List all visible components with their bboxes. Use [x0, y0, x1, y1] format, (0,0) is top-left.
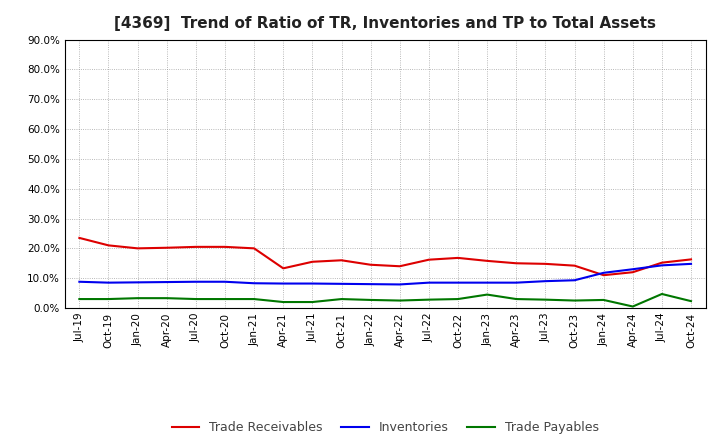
Inventories: [75, 279, 84, 284]
Trade Receivables: [250, 246, 258, 251]
Trade Payables: [308, 299, 317, 304]
Trade Payables: [250, 297, 258, 302]
Trade Payables: [395, 298, 404, 303]
Trade Receivables: [104, 243, 113, 248]
Trade Payables: [133, 296, 142, 301]
Trade Receivables: [454, 255, 462, 260]
Inventories: [337, 281, 346, 286]
Inventories: [657, 263, 666, 268]
Inventories: [687, 261, 696, 267]
Trade Receivables: [395, 264, 404, 269]
Line: Inventories: Inventories: [79, 264, 691, 284]
Inventories: [454, 280, 462, 285]
Trade Receivables: [512, 260, 521, 266]
Trade Payables: [570, 298, 579, 303]
Trade Receivables: [541, 261, 550, 267]
Trade Payables: [454, 297, 462, 302]
Line: Trade Payables: Trade Payables: [79, 294, 691, 307]
Inventories: [366, 282, 375, 287]
Inventories: [629, 267, 637, 272]
Trade Receivables: [163, 245, 171, 250]
Inventories: [570, 278, 579, 283]
Inventories: [220, 279, 229, 284]
Trade Receivables: [366, 262, 375, 268]
Inventories: [599, 270, 608, 275]
Trade Payables: [75, 297, 84, 302]
Trade Payables: [657, 291, 666, 297]
Inventories: [541, 279, 550, 284]
Trade Payables: [366, 297, 375, 303]
Inventories: [192, 279, 200, 284]
Inventories: [133, 280, 142, 285]
Trade Receivables: [133, 246, 142, 251]
Trade Receivables: [425, 257, 433, 262]
Inventories: [104, 280, 113, 285]
Line: Trade Receivables: Trade Receivables: [79, 238, 691, 275]
Trade Receivables: [687, 257, 696, 262]
Trade Receivables: [570, 263, 579, 268]
Inventories: [279, 281, 287, 286]
Trade Receivables: [75, 235, 84, 241]
Trade Payables: [599, 297, 608, 303]
Title: [4369]  Trend of Ratio of TR, Inventories and TP to Total Assets: [4369] Trend of Ratio of TR, Inventories…: [114, 16, 656, 32]
Legend: Trade Receivables, Inventories, Trade Payables: Trade Receivables, Inventories, Trade Pa…: [166, 416, 604, 439]
Trade Payables: [629, 304, 637, 309]
Trade Payables: [512, 297, 521, 302]
Trade Payables: [220, 297, 229, 302]
Trade Payables: [425, 297, 433, 302]
Trade Receivables: [483, 258, 492, 264]
Inventories: [483, 280, 492, 285]
Trade Receivables: [192, 244, 200, 249]
Trade Receivables: [337, 258, 346, 263]
Trade Payables: [104, 297, 113, 302]
Trade Payables: [192, 297, 200, 302]
Trade Receivables: [279, 266, 287, 271]
Trade Payables: [541, 297, 550, 302]
Inventories: [163, 279, 171, 285]
Trade Payables: [687, 298, 696, 304]
Inventories: [425, 280, 433, 285]
Trade Payables: [337, 297, 346, 302]
Trade Receivables: [599, 272, 608, 278]
Inventories: [250, 281, 258, 286]
Trade Payables: [483, 292, 492, 297]
Inventories: [512, 280, 521, 285]
Trade Receivables: [308, 259, 317, 264]
Trade Receivables: [220, 244, 229, 249]
Trade Receivables: [629, 270, 637, 275]
Inventories: [308, 281, 317, 286]
Inventories: [395, 282, 404, 287]
Trade Payables: [279, 299, 287, 304]
Trade Receivables: [657, 260, 666, 265]
Trade Payables: [163, 296, 171, 301]
